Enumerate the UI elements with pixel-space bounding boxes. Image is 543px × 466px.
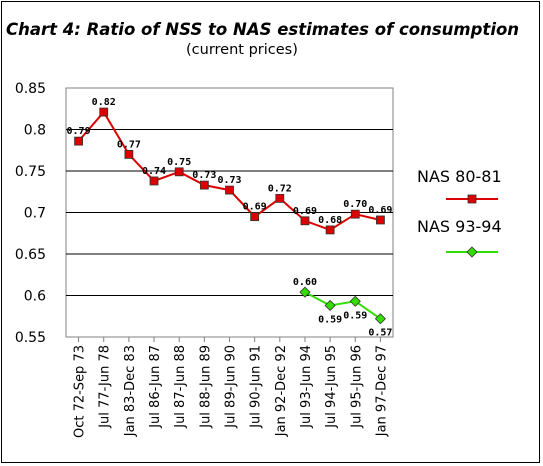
data-point bbox=[324, 299, 336, 312]
data-point bbox=[149, 176, 159, 186]
data-label: 0.73 bbox=[192, 170, 216, 181]
data-label: 0.77 bbox=[117, 139, 141, 150]
chart-title: Chart 4: Ratio of NSS to NAS estimates o… bbox=[6, 20, 520, 39]
x-tick-label: Jul 89-Jun 90 bbox=[224, 345, 239, 429]
data-label: 0.82 bbox=[92, 97, 116, 108]
data-point bbox=[374, 313, 386, 325]
x-tick-label: Jul 86-Jun 87 bbox=[148, 345, 163, 429]
data-point bbox=[376, 215, 385, 225]
data-point bbox=[349, 295, 361, 307]
data-point bbox=[124, 149, 134, 159]
data-point bbox=[199, 180, 209, 190]
data-point bbox=[350, 209, 360, 219]
y-tick-label: 0.7 bbox=[24, 206, 46, 222]
y-tick-label: 0.55 bbox=[15, 330, 46, 346]
data-label: 0.68 bbox=[318, 215, 342, 226]
y-tick-label: 0.8 bbox=[24, 123, 46, 139]
data-point bbox=[250, 212, 260, 222]
data-point bbox=[74, 136, 83, 146]
x-tick-label: Oct 72-Sep 73 bbox=[73, 345, 88, 438]
series-line bbox=[304, 291, 381, 320]
data-point bbox=[275, 193, 285, 203]
y-tick-label: 0.75 bbox=[15, 164, 46, 180]
data-label: 0.74 bbox=[142, 166, 166, 177]
y-tick-label: 0.6 bbox=[24, 289, 46, 305]
x-tick-label: Jan 97-Dec 97 bbox=[374, 345, 389, 437]
data-point bbox=[225, 185, 234, 195]
data-label: 0.69 bbox=[368, 205, 392, 216]
x-tick-label: Jul 94-Jun 95 bbox=[324, 345, 339, 429]
data-point bbox=[174, 167, 184, 177]
data-label: 0.57 bbox=[368, 328, 392, 339]
data-label: 0.59 bbox=[343, 310, 367, 321]
data-point bbox=[99, 107, 109, 117]
data-label: 0.69 bbox=[293, 206, 317, 217]
x-tick-label: Jan 83-Dec 83 bbox=[123, 345, 138, 437]
data-label: 0.59 bbox=[318, 314, 342, 325]
x-tick-label: Jul 77-Jun 78 bbox=[98, 345, 113, 429]
x-tick-label: Jul 87-Jun 88 bbox=[173, 345, 188, 429]
data-point bbox=[300, 216, 310, 226]
chart-subtitle: (current prices) bbox=[186, 42, 298, 58]
x-tick-label: Jul 90-Jun 91 bbox=[249, 345, 264, 429]
data-label: 0.72 bbox=[268, 183, 292, 194]
legend-label-nas-80-81: NAS 80-81 bbox=[417, 167, 502, 186]
legend-label-nas-93-94: NAS 93-94 bbox=[417, 217, 502, 236]
data-point bbox=[299, 286, 311, 298]
data-label: 0.73 bbox=[217, 175, 241, 186]
x-tick-label: Jul 95-Jun 96 bbox=[349, 345, 364, 429]
data-label: 0.70 bbox=[343, 199, 367, 210]
data-label: 0.79 bbox=[67, 126, 91, 137]
data-label: 0.75 bbox=[167, 157, 191, 168]
legend-marker bbox=[467, 194, 477, 204]
data-label: 0.60 bbox=[293, 277, 317, 288]
x-tick-label: Jul 93-Jun 94 bbox=[299, 345, 314, 429]
data-point bbox=[325, 225, 335, 235]
data-label: 0.69 bbox=[243, 202, 267, 213]
legend-marker bbox=[466, 246, 478, 258]
y-tick-label: 0.65 bbox=[15, 247, 46, 263]
x-tick-label: Jul 88-Jun 89 bbox=[198, 345, 213, 429]
y-tick-label: 0.85 bbox=[15, 81, 46, 97]
x-tick-label: Jan 92-Dec 92 bbox=[274, 345, 289, 437]
